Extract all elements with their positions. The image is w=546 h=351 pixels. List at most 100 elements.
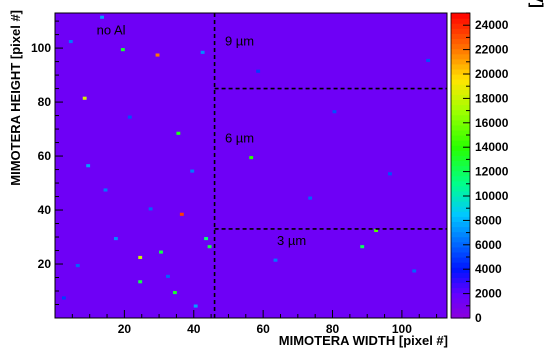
heatmap-pixel [127,115,132,119]
x-tick-label: 100 [392,322,412,336]
colorbar-segment [451,119,470,126]
colorbar-segment [451,272,470,278]
region-label: 9 µm [225,33,254,48]
colorbar-segment [451,201,470,207]
colorbar-segment [451,145,470,151]
colorbar-segment [451,231,470,238]
colorbar-segment [451,89,470,95]
colorbar-segment [451,302,470,309]
heatmap-pixel [190,169,195,173]
heatmap-pixel [113,237,118,241]
colorbar-tick-label: 0 [475,311,482,325]
colorbar-segment [451,140,470,146]
heatmap-pixel [155,53,160,57]
region-label: 6 µm [225,131,254,146]
colorbar-tick-label: 16000 [475,116,509,130]
colorbar-segment [451,262,470,268]
plot-area [54,12,448,319]
colorbar-frame [450,12,471,319]
heatmap-pixel [308,196,313,200]
colorbar-segment [451,109,470,116]
x-tick-label: 80 [326,322,340,336]
x-tick-label: 40 [187,322,201,336]
y-tick-label: 100 [31,41,51,55]
heatmap-pixel [86,164,91,168]
colorbar-segment [451,124,470,131]
colorbar-segment [451,307,470,314]
heatmap-pixel [120,48,125,52]
colorbar-segment [451,13,470,19]
axes: 20 40 60 80 100 20 40 60 80 100 [31,20,438,336]
heatmap-pixel [426,58,431,62]
region-label: 3 µm [277,233,306,248]
colorbar-segment [451,312,470,319]
colorbar-tick-label: 6000 [475,238,502,252]
y-tick-label: 80 [38,95,52,109]
heatmap-pixel [159,250,163,254]
colorbar-segment [451,216,470,223]
x-tick-label: 60 [256,322,270,336]
colorbar-segment [451,33,470,40]
colorbar-segment [451,53,470,60]
colorbar-tick-label: 18000 [475,91,509,105]
colorbar: 0 2000 4000 6000 8000 10000 12000 14000 16000 180… [450,12,509,325]
heatmap-pixel [82,96,87,100]
colorbar-segment [451,190,470,197]
heatmap-pixel [166,274,170,278]
colorbar-segment [451,185,470,192]
colorbar-segment [451,206,470,212]
heatmap-pixel [256,69,261,73]
colorbar-segment [451,211,470,217]
colorbar-segment [451,48,470,55]
y-tick-label: 60 [38,149,52,163]
heatmap-background [55,13,447,318]
colorbar-segment [451,58,470,65]
colorbar-segment [451,114,470,121]
colorbar-segment [451,297,470,304]
colorbar-segment [451,84,470,90]
colorbar-tick-label: 10000 [475,189,509,203]
colorbar-segment [451,160,470,167]
colorbar-segment [451,165,470,172]
colorbar-segment [451,28,470,34]
y-tick-label: 40 [38,203,52,217]
colorbar-segment [451,38,470,45]
colorbar-tick-label: 12000 [475,165,509,179]
colorbar-segment [451,175,470,182]
y-axis-label: MIMOTERA HEIGHT [pixel #] [8,10,23,186]
heatmap-pixel [249,156,254,160]
x-tick-label: 20 [118,322,132,336]
colorbar-segment [451,99,470,106]
colorbar-tick-label: 2000 [475,287,502,301]
heatmap-pixel [100,15,104,19]
heatmap-pixel [388,172,392,176]
colorbar-tick-label: 4000 [475,262,502,276]
heatmap-pixel [103,188,108,192]
heatmap-pixel [68,39,73,44]
heatmap-pixel [412,269,417,273]
y-tick-label: 20 [38,257,52,271]
colorbar-segment [451,257,470,263]
colorbar-segment [451,282,470,289]
colorbar-segment [451,196,470,202]
colorbar-tick-label: 22000 [475,43,509,57]
heatmap-pixel [273,258,278,262]
heatmap-pixel [75,264,80,268]
heatmap-pixel [360,245,365,249]
colorbar-segment [451,23,470,29]
colorbar-segment [451,277,470,284]
heatmap-pixel [193,304,198,308]
colorbar-segment [451,221,470,228]
region-label: no Al [97,23,126,38]
colorbar-segment [451,63,470,70]
colorbar-segment [451,236,470,243]
x-axis-label: MIMOTERA WIDTH [pixel #] [279,333,448,348]
colorbar-segment [451,43,470,50]
heatmap-pixel [61,296,66,300]
heatmap-pixel [374,228,379,233]
plot-frame [54,12,448,319]
heatmap-pixel [172,291,177,295]
heatmap-pixel [138,255,143,260]
colorbar-segment [451,287,470,294]
